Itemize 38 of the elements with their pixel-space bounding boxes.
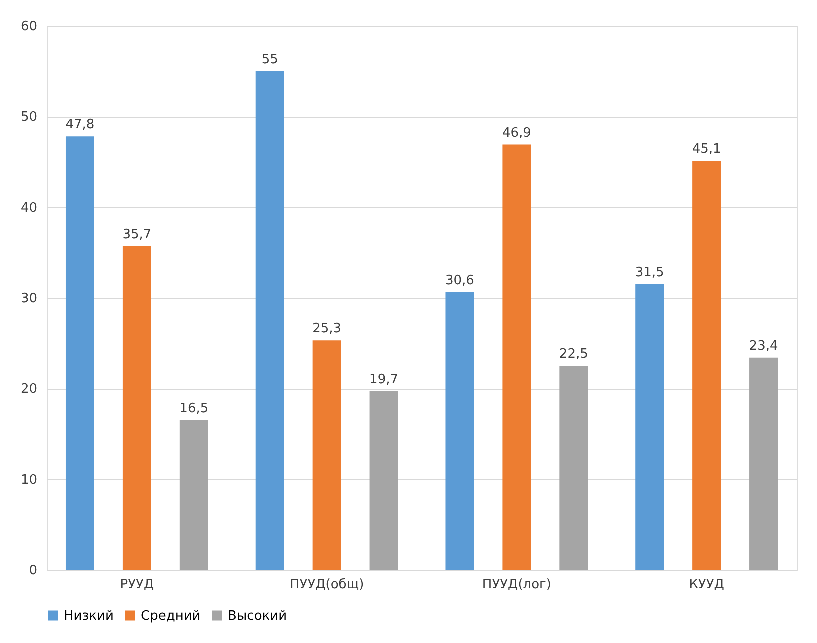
bar bbox=[636, 284, 664, 570]
y-tick-label: 30 bbox=[20, 292, 38, 306]
data-label: 23,4 bbox=[749, 338, 778, 354]
data-label: 55 bbox=[262, 52, 278, 68]
y-tick-label: 40 bbox=[20, 200, 38, 216]
y-tick-label: 50 bbox=[20, 110, 38, 126]
bar bbox=[256, 71, 284, 570]
y-tick-label: 60 bbox=[20, 20, 38, 34]
bar bbox=[750, 358, 778, 570]
data-label: 19,7 bbox=[370, 372, 398, 388]
x-tick-label: ПУУД(общ) bbox=[290, 578, 364, 592]
y-tick-label: 20 bbox=[20, 382, 38, 398]
bar bbox=[446, 292, 474, 570]
legend-label: Средний bbox=[141, 608, 201, 624]
data-label: 30,6 bbox=[446, 274, 474, 289]
bar bbox=[180, 420, 208, 570]
legend-label: Низкий bbox=[64, 608, 114, 624]
data-label: 46,9 bbox=[502, 126, 532, 141]
data-label: 16,5 bbox=[180, 401, 209, 416]
x-tick-label: РУУД bbox=[120, 578, 154, 592]
bar bbox=[370, 391, 398, 570]
x-tick-label: КУУД bbox=[689, 578, 724, 592]
bar bbox=[312, 340, 342, 570]
y-tick-label: 0 bbox=[29, 564, 38, 578]
data-label: 35,7 bbox=[122, 227, 152, 242]
bar bbox=[560, 366, 588, 570]
y-tick-label: 10 bbox=[20, 472, 38, 488]
bar bbox=[122, 246, 152, 570]
data-label: 45,1 bbox=[692, 142, 722, 158]
data-label: 47,8 bbox=[66, 118, 95, 133]
legend-label: Высокий bbox=[228, 608, 288, 624]
data-label: 31,5 bbox=[635, 265, 664, 280]
data-label: 22,5 bbox=[559, 347, 588, 362]
bar bbox=[692, 161, 722, 570]
bar bbox=[502, 144, 532, 570]
data-label: 25,3 bbox=[312, 322, 342, 337]
x-tick-label: ПУУД(лог) bbox=[482, 578, 552, 592]
bar bbox=[66, 136, 94, 570]
